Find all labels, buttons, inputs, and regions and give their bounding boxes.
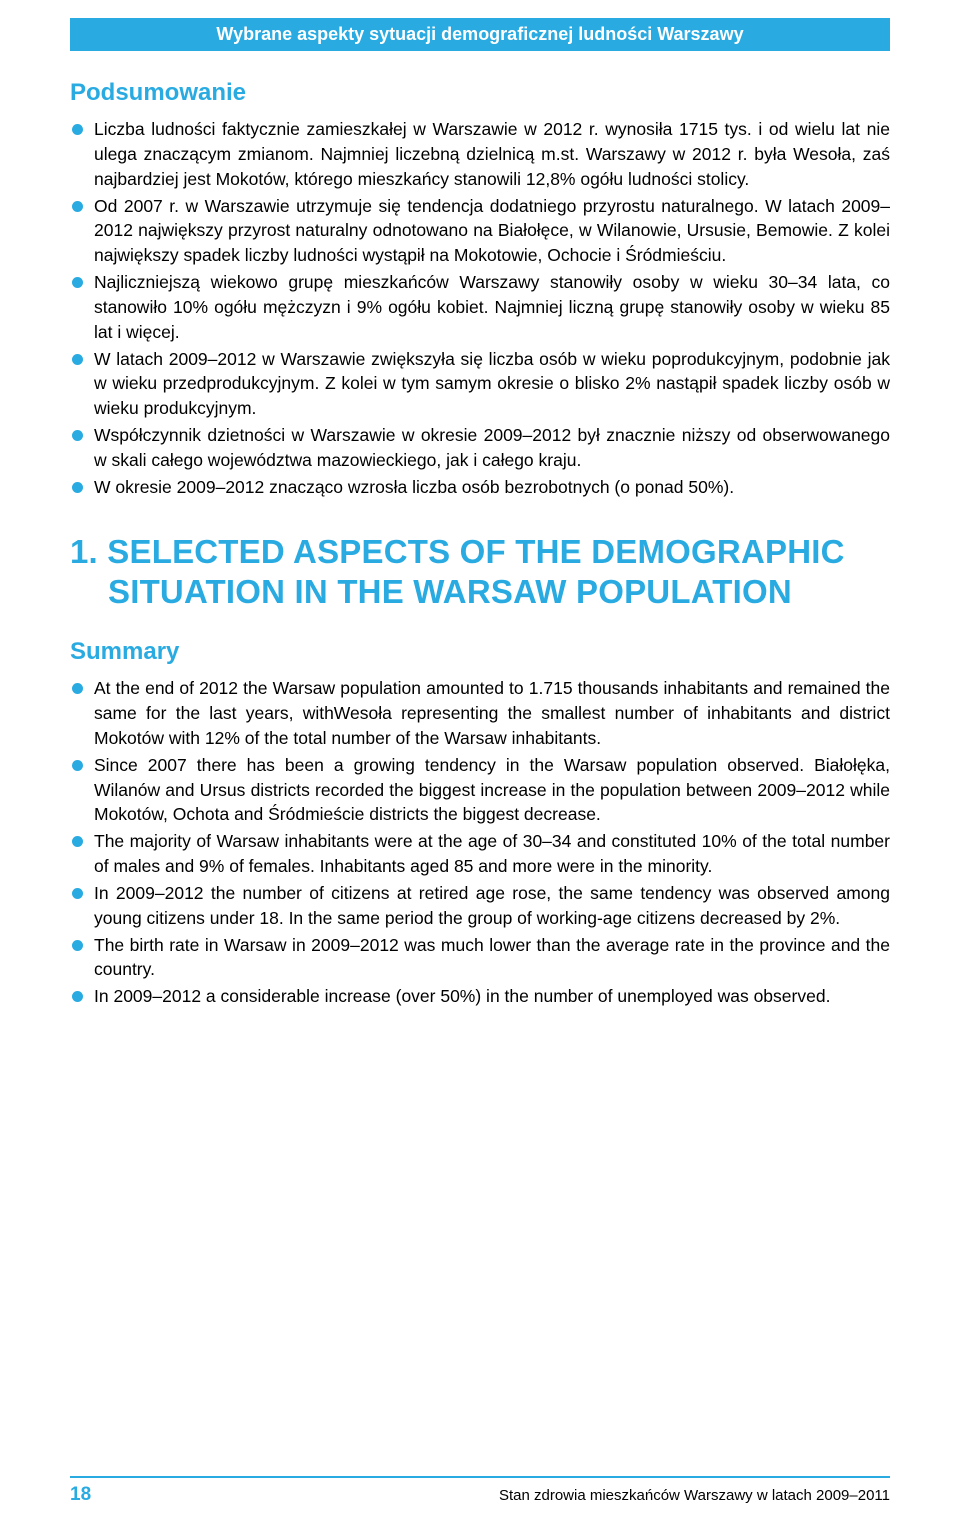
page: Wybrane aspekty sytuacji demograficznej …: [0, 18, 960, 1528]
summary-list: At the end of 2012 the Warsaw population…: [70, 676, 890, 1009]
list-item: Since 2007 there has been a growing tend…: [70, 753, 890, 828]
list-item: In 2009–2012 a considerable increase (ov…: [70, 984, 890, 1009]
list-item: At the end of 2012 the Warsaw population…: [70, 676, 890, 751]
page-number: 18: [70, 1484, 91, 1506]
header-banner: Wybrane aspekty sytuacji demograficznej …: [70, 18, 890, 51]
main-heading-line1: 1. SELECTED ASPECTS OF THE DEMOGRAPHIC: [70, 533, 845, 570]
podsumowanie-title: Podsumowanie: [70, 79, 890, 107]
footer-text: Stan zdrowia mieszkańców Warszawy w lata…: [499, 1487, 890, 1504]
list-item: Najliczniejszą wiekowo grupę mieszkańców…: [70, 270, 890, 345]
list-item: W latach 2009–2012 w Warszawie zwiększył…: [70, 347, 890, 422]
list-item: Liczba ludności faktycznie zamieszkałej …: [70, 117, 890, 192]
list-item: Od 2007 r. w Warszawie utrzymuje się ten…: [70, 194, 890, 269]
list-item: W okresie 2009–2012 znacząco wzrosła lic…: [70, 475, 890, 500]
podsumowanie-list: Liczba ludności faktycznie zamieszkałej …: [70, 117, 890, 500]
list-item: Współczynnik dzietności w Warszawie w ok…: [70, 423, 890, 473]
list-item: In 2009–2012 the number of citizens at r…: [70, 881, 890, 931]
main-heading-line2: SITUATION IN THE WARSAW POPULATION: [70, 572, 890, 612]
footer: 18 Stan zdrowia mieszkańców Warszawy w l…: [70, 1476, 890, 1506]
list-item: The birth rate in Warsaw in 2009–2012 wa…: [70, 933, 890, 983]
main-heading: 1. SELECTED ASPECTS OF THE DEMOGRAPHIC S…: [70, 532, 890, 613]
list-item: The majority of Warsaw inhabitants were …: [70, 829, 890, 879]
summary-title: Summary: [70, 638, 890, 666]
